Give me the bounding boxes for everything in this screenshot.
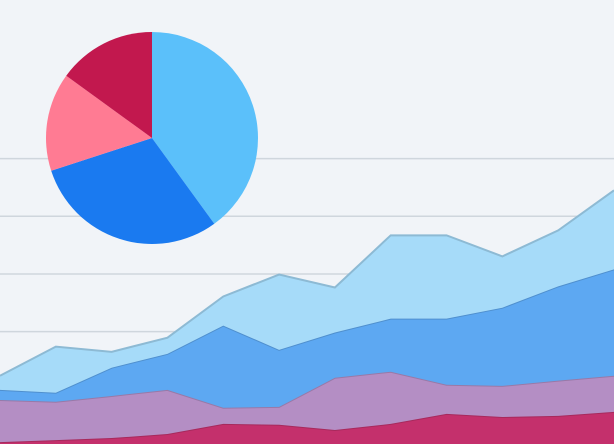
pie-slice [46,75,152,171]
area-layer [0,269,614,408]
area-edge [0,189,614,377]
pie-slice [66,32,152,138]
pie-slice [152,32,258,224]
area-edge [0,268,614,394]
pie-slice [51,138,215,245]
area-layer [0,371,614,443]
